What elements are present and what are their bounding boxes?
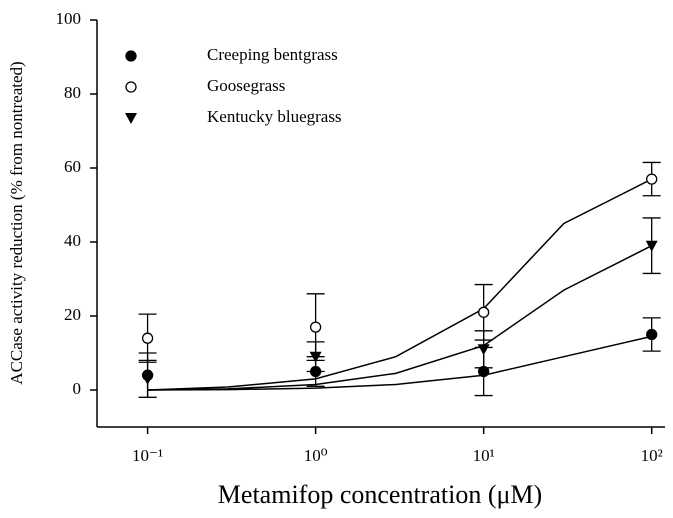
- fit-curve: [147, 245, 653, 391]
- y-tick-label: 20: [64, 305, 81, 324]
- x-axis-title: Metamifop concentration (μM): [218, 480, 542, 509]
- marker: [141, 373, 154, 385]
- marker: [478, 306, 490, 318]
- y-tick-label: 80: [64, 83, 81, 102]
- y-tick-label: 40: [64, 231, 81, 250]
- legend-marker: [125, 81, 137, 93]
- x-tick-label: 10⁰: [304, 446, 328, 465]
- marker: [309, 321, 322, 333]
- fit-curve: [147, 178, 653, 391]
- marker: [646, 173, 658, 185]
- marker: [477, 344, 490, 356]
- fit-curve: [147, 335, 652, 391]
- legend-label: Kentucky bluegrass: [207, 107, 342, 126]
- y-tick-label: 60: [64, 157, 81, 176]
- x-tick-label: 10²: [641, 446, 663, 465]
- legend-marker: [125, 113, 137, 124]
- x-tick-label: 10⁻¹: [132, 446, 163, 465]
- legend-label: Goosegrass: [207, 76, 285, 95]
- x-tick-label: 10¹: [473, 446, 495, 465]
- marker: [646, 328, 658, 341]
- marker: [141, 332, 154, 344]
- y-tick-label: 100: [56, 9, 82, 28]
- y-axis-title: ACCase activity reduction (% from nontre…: [7, 61, 26, 384]
- legend-marker: [125, 50, 137, 62]
- marker: [309, 351, 322, 363]
- marker: [645, 240, 658, 252]
- legend-label: Creeping bentgrass: [207, 45, 338, 64]
- y-tick-label: 0: [73, 379, 82, 398]
